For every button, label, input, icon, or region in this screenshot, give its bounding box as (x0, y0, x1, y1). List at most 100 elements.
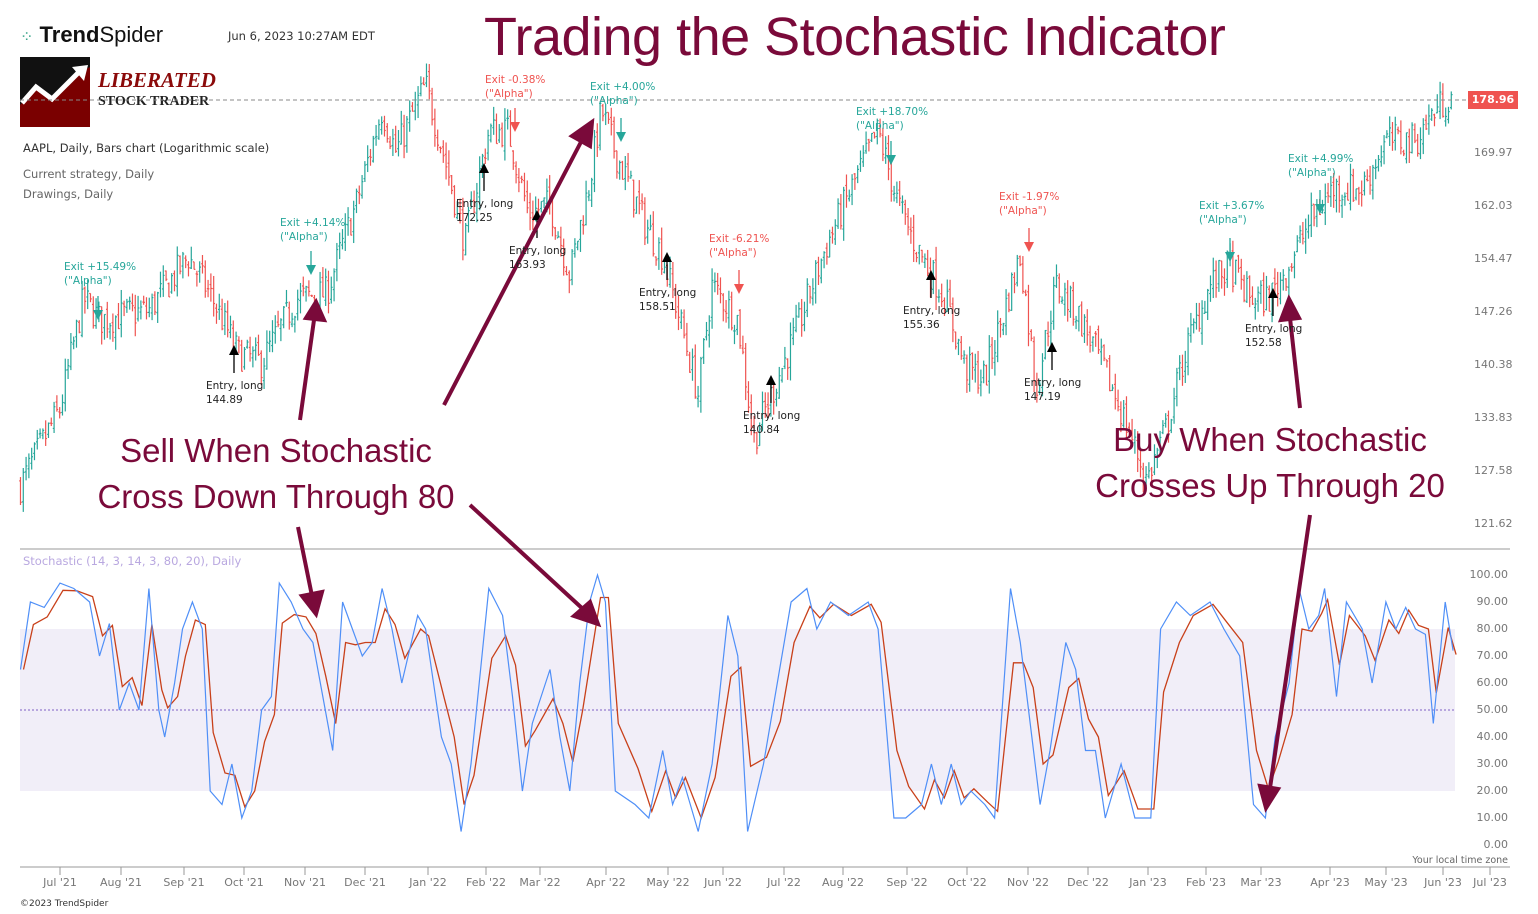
strategy-label[interactable]: Current strategy, Daily (23, 167, 155, 181)
price-bar (380, 116, 383, 135)
price-bar (150, 293, 154, 321)
price-bar (1029, 329, 1033, 342)
arrow (296, 526, 314, 597)
price-bar (444, 142, 448, 180)
price-bar (343, 213, 347, 251)
x-tick-label: Nov '22 (1007, 876, 1049, 889)
price-bar (901, 195, 904, 214)
price-bar (366, 145, 369, 173)
exit-arrow-icon (734, 270, 744, 294)
entry-long-arrow-icon (1268, 288, 1278, 316)
sell-annotation-line2: Cross Down Through 80 (97, 478, 455, 515)
price-bar (898, 180, 901, 207)
price-bar (752, 415, 756, 443)
price-bar (24, 456, 28, 481)
price-bar (1071, 281, 1075, 326)
price-bar (696, 385, 700, 408)
price-bar (805, 278, 809, 318)
price-bar (209, 273, 213, 302)
price-bar (1021, 256, 1025, 294)
price-bar (397, 129, 400, 157)
price-bar (1147, 462, 1151, 479)
price-bar (1225, 250, 1229, 288)
price-bar (475, 182, 479, 223)
price-bar (948, 279, 952, 308)
price-bar (559, 226, 563, 257)
price-bar (733, 324, 736, 345)
arrow-head (1277, 294, 1303, 323)
price-bar (1407, 128, 1411, 164)
price-bar (1150, 466, 1153, 486)
price-bar (646, 219, 649, 244)
price-bar (220, 298, 224, 331)
x-tick-label: Oct '22 (947, 876, 987, 889)
price-bar (973, 353, 977, 383)
price-bar (612, 116, 616, 159)
price-bar (1444, 107, 1447, 127)
price-bar (615, 150, 619, 179)
price-bar (800, 298, 803, 337)
price-bar (472, 190, 476, 214)
price-bar (1363, 171, 1366, 196)
price-bar (881, 127, 885, 162)
price-bar (1256, 286, 1260, 312)
price-bar (497, 124, 501, 143)
x-tick-label: Aug '21 (100, 876, 142, 889)
price-bar (822, 251, 826, 269)
price-bar (514, 161, 518, 184)
price-bar (1304, 218, 1307, 254)
price-bar (108, 322, 112, 340)
price-bar (1195, 302, 1198, 330)
price-bar (1155, 447, 1159, 469)
price-bar (153, 291, 157, 316)
price-bar (500, 122, 504, 148)
price-bar (167, 282, 171, 298)
stochastic-indicator-label[interactable]: Stochastic (14, 3, 14, 3, 80, 20), Daily (23, 554, 242, 568)
price-bar (77, 320, 81, 334)
price-bar (1074, 315, 1078, 330)
price-bar (1153, 444, 1156, 476)
price-bar (276, 310, 280, 328)
liberated-stock-trader-logo (20, 57, 90, 127)
price-bar (1175, 367, 1179, 407)
exit-label: Exit +4.99% ("Alpha") (1288, 153, 1354, 179)
price-bar (83, 286, 87, 314)
price-bar (744, 342, 747, 401)
price-bar (649, 214, 652, 231)
price-bar (861, 145, 865, 167)
price-bar (951, 297, 955, 343)
price-bar (506, 109, 509, 130)
price-bar (329, 276, 333, 304)
price-bar (215, 303, 218, 324)
exit-label: Exit -1.97% ("Alpha") (999, 191, 1060, 217)
price-bar (1046, 321, 1050, 347)
price-bar (439, 146, 442, 154)
price-bar (763, 392, 767, 418)
arrow (298, 319, 316, 421)
price-bar (965, 354, 969, 393)
copyright: ©2023 TrendSpider (20, 899, 109, 909)
entry-label: Entry, long 172.25 (456, 198, 514, 224)
price-bar (710, 268, 714, 329)
price-bar (100, 306, 103, 345)
price-bar (856, 165, 859, 184)
stochastic-tick-label: 60.00 (1476, 676, 1509, 689)
price-bar (1435, 94, 1439, 114)
price-bar (1169, 418, 1173, 434)
entry-label: Entry, long 152.58 (1245, 323, 1303, 349)
price-bar (349, 218, 353, 236)
symbol-info: AAPL, Daily, Bars chart (Logarithmic sca… (23, 141, 270, 155)
price-bar (912, 214, 915, 262)
price-bar (1270, 282, 1274, 323)
price-bar (1211, 257, 1215, 299)
price-bar (875, 118, 879, 145)
drawings-label[interactable]: Drawings, Daily (23, 187, 114, 201)
price-bar (1385, 130, 1389, 139)
price-bar (1421, 118, 1425, 155)
price-bar (41, 428, 45, 440)
stochastic-tick-label: 100.00 (1469, 568, 1509, 581)
price-bar (408, 100, 411, 132)
price-bar (44, 420, 47, 446)
price-bar (1083, 314, 1086, 344)
